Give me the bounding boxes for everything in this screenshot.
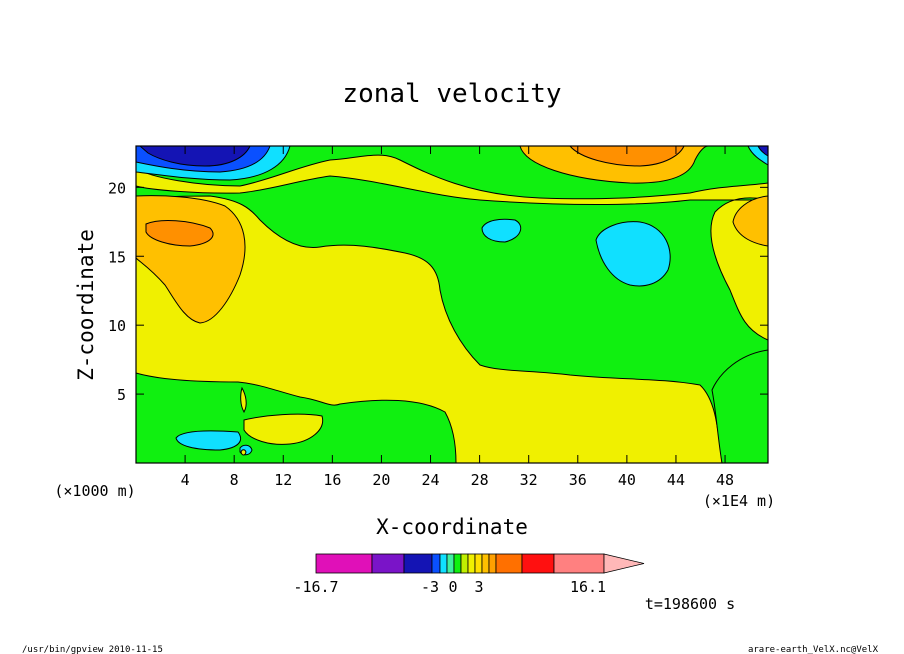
contour-region-green-right-lower bbox=[711, 349, 769, 464]
contour-region-deep-orange-left bbox=[145, 220, 214, 247]
contour-region-darkblue-topleft bbox=[138, 145, 251, 167]
x-tick-label: 12 bbox=[274, 471, 292, 489]
x-axis: 4 8 12 16 20 24 28 32 36 40 44 48 bbox=[181, 146, 734, 489]
x-units-label: (×1E4 m) bbox=[703, 492, 775, 510]
contour-region-yellow-sliver bbox=[240, 386, 247, 414]
x-tick-label: 40 bbox=[618, 471, 636, 489]
colorbar-swatch bbox=[403, 553, 433, 574]
colorbar-swatch bbox=[495, 553, 523, 574]
x-tick-label: 16 bbox=[323, 471, 341, 489]
time-annotation: t=198600 s bbox=[645, 595, 735, 613]
contour-region-deep-orange-top bbox=[568, 145, 685, 167]
contour-plot bbox=[135, 145, 769, 464]
y-axis-label: Z-coordinate bbox=[74, 229, 98, 381]
colorbar-label-neg3: -3 bbox=[421, 578, 439, 596]
colorbar-swatch bbox=[488, 553, 497, 574]
footer-left: /usr/bin/gpview 2010-11-15 bbox=[22, 645, 163, 654]
contour-region-cyan-large bbox=[595, 221, 671, 287]
y-tick-label: 5 bbox=[117, 386, 126, 404]
colorbar-swatch bbox=[315, 553, 373, 574]
colorbar-swatch bbox=[481, 553, 490, 574]
contour-region-cyan-bottom-left bbox=[175, 430, 242, 451]
x-tick-label: 28 bbox=[471, 471, 489, 489]
colorbar-extension bbox=[603, 553, 645, 574]
contour-region-orange-right bbox=[732, 195, 769, 247]
y-tick-label: 10 bbox=[108, 317, 126, 335]
colorbar-swatch bbox=[460, 553, 469, 574]
x-tick-label: 32 bbox=[520, 471, 538, 489]
contour-region-cyan-small bbox=[481, 218, 522, 243]
footer-right: arare-earth_VelX.nc@VelX bbox=[748, 645, 879, 654]
colorbar-swatch bbox=[431, 553, 441, 574]
colorbar-swatch bbox=[446, 553, 455, 574]
colorbar-swatch bbox=[474, 553, 483, 574]
x-axis-label: X-coordinate bbox=[376, 515, 528, 539]
y-tick-label: 15 bbox=[108, 248, 126, 266]
chart-title: zonal velocity bbox=[342, 79, 561, 109]
colorbar-label-min: -16.7 bbox=[293, 578, 338, 596]
y-units-label: (×1000 m) bbox=[54, 482, 135, 500]
colorbar-swatch bbox=[439, 553, 448, 574]
colorbar-labels: -16.7 -3 0 3 16.1 bbox=[293, 578, 606, 596]
plot-frame bbox=[135, 145, 769, 464]
colorbar-label-zero: 0 bbox=[448, 578, 457, 596]
colorbar-swatch bbox=[553, 553, 605, 574]
x-tick-label: 8 bbox=[230, 471, 239, 489]
colorbar-swatch bbox=[453, 553, 462, 574]
x-tick-label: 36 bbox=[569, 471, 587, 489]
contour-region-yellow-dot bbox=[240, 449, 247, 456]
colorbar-swatch bbox=[521, 553, 555, 574]
colorbar bbox=[315, 553, 645, 574]
colorbar-label-max: 16.1 bbox=[570, 578, 606, 596]
x-tick-label: 20 bbox=[372, 471, 390, 489]
colorbar-swatch bbox=[371, 553, 405, 574]
x-tick-label: 4 bbox=[181, 471, 190, 489]
colorbar-label-pos3: 3 bbox=[474, 578, 483, 596]
x-tick-label: 24 bbox=[421, 471, 439, 489]
contour-region-yellow-inlet bbox=[243, 413, 324, 445]
y-axis: 5 10 15 20 bbox=[108, 179, 768, 404]
x-tick-label: 44 bbox=[667, 471, 685, 489]
y-tick-label: 20 bbox=[108, 179, 126, 197]
x-tick-label: 48 bbox=[716, 471, 734, 489]
colorbar-swatch bbox=[467, 553, 476, 574]
